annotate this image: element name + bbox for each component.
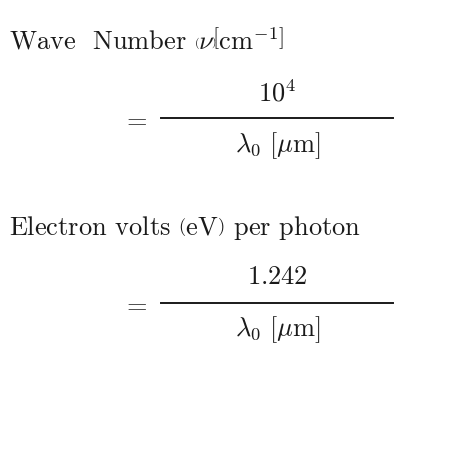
Text: $\lambda_0\ [\mu\mathrm{m}]$: $\lambda_0\ [\mu\mathrm{m}]$ xyxy=(235,314,320,345)
Text: $1.242$: $1.242$ xyxy=(247,266,308,289)
Text: $=$: $=$ xyxy=(122,293,148,317)
Text: Electron volts $\left(\mathrm{eV}\right)$ per photon: Electron volts $\left(\mathrm{eV}\right)… xyxy=(9,213,362,242)
Text: $\lambda_0\ [\mu\mathrm{m}]$: $\lambda_0\ [\mu\mathrm{m}]$ xyxy=(235,130,320,161)
Text: $=$: $=$ xyxy=(122,109,148,132)
Text: Wave  Number $\left(\nu\right)\!\left[\mathrm{cm}^{-1}\right]$: Wave Number $\left(\nu\right)\!\left[\ma… xyxy=(9,28,285,54)
Text: $10^4$: $10^4$ xyxy=(258,80,296,106)
